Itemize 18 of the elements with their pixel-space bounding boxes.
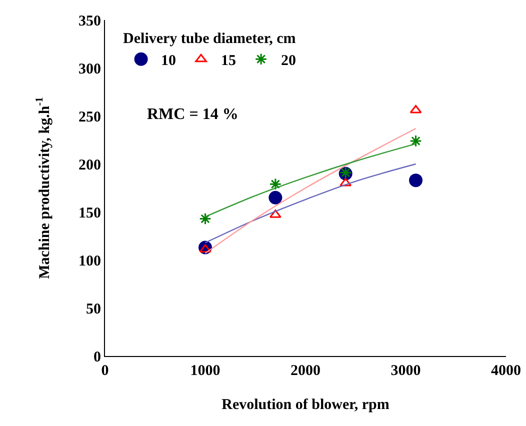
- legend-label: 15: [221, 52, 236, 69]
- legend-label: 10: [161, 52, 176, 69]
- x-tick-label: 2000: [290, 363, 320, 379]
- y-tick-label: 50: [86, 301, 101, 318]
- y-tick-label: 300: [78, 61, 101, 78]
- x-tick-label: 4000: [491, 363, 521, 379]
- x-tick-label: 1000: [190, 363, 220, 379]
- legend-label: 20: [281, 52, 296, 69]
- x-tick-label: 3000: [390, 363, 421, 379]
- annotation: RMC = 14 %: [147, 106, 238, 123]
- legend-title: Delivery tube diameter, cm: [123, 30, 296, 47]
- y-tick-label: 200: [78, 157, 101, 174]
- y-tick-label: 100: [78, 253, 101, 270]
- y-tick-label: 0: [94, 349, 101, 366]
- x-axis-title: Revolution of blower, rpm: [222, 397, 390, 413]
- y-tick-label: 150: [78, 205, 101, 222]
- y-tick-label: 350: [78, 13, 101, 30]
- y-tick-label: 250: [78, 109, 101, 126]
